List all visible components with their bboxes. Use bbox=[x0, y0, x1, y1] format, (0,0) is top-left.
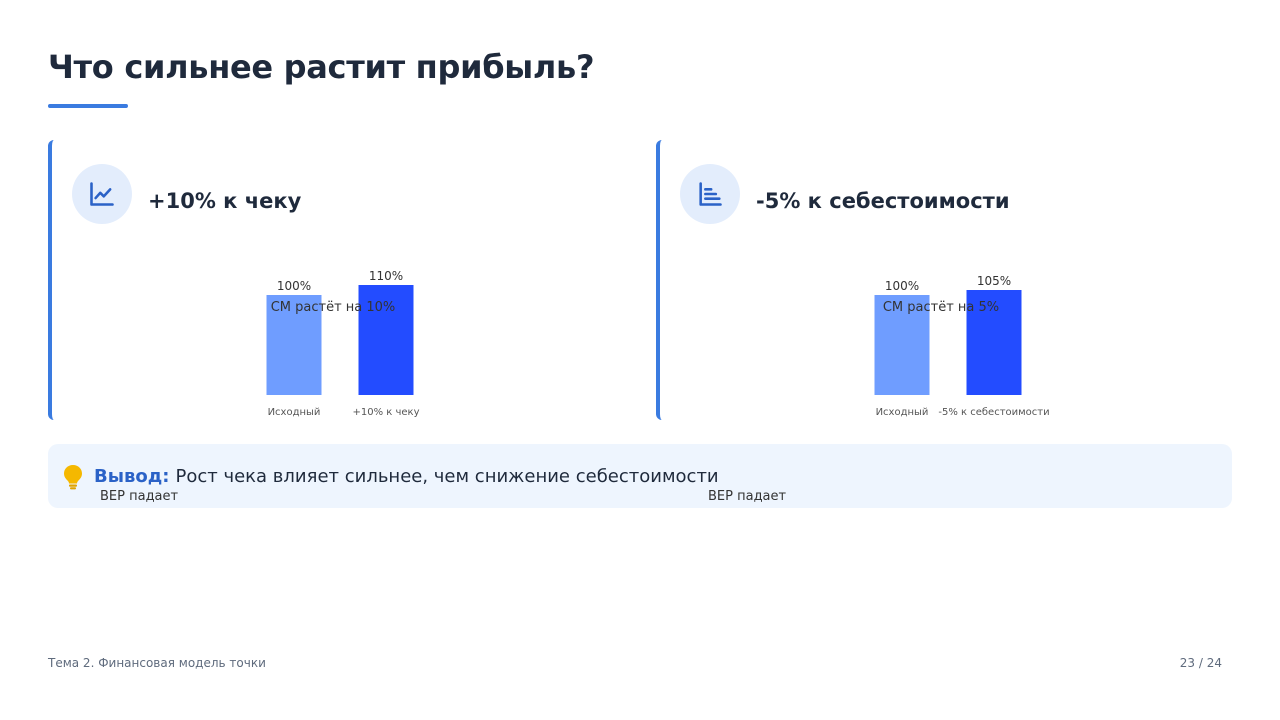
card-price-increase: +10% к чеку 100% Исходный 110% +10% к чеку bbox=[48, 140, 622, 420]
value-label: 105% bbox=[977, 274, 1011, 288]
title-underline bbox=[48, 104, 128, 108]
value-label: 100% bbox=[277, 279, 311, 293]
bar-2 bbox=[966, 290, 1022, 395]
card-title: -5% к себестоимости bbox=[756, 189, 1010, 213]
page-number: 23 / 24 bbox=[1179, 656, 1222, 670]
bep-caption: BEP падает bbox=[708, 489, 787, 504]
value-label: 110% bbox=[369, 269, 403, 283]
bep-caption: BEP падает bbox=[100, 489, 179, 504]
conclusion-banner: Вывод: Рост чека влияет сильнее, чем сниж… bbox=[48, 444, 1232, 508]
category-label: Исходный bbox=[876, 407, 929, 418]
bar-1 bbox=[874, 295, 930, 395]
slide-title: Что сильнее растит прибыль? bbox=[48, 48, 595, 86]
bar-2 bbox=[358, 285, 414, 395]
conclusion-text: Вывод: Рост чека влияет сильнее, чем сниж… bbox=[94, 466, 719, 487]
card-title: +10% к чеку bbox=[148, 189, 302, 213]
cost-reduction-bar-chart: 100% Исходный 105% -5% к себестоимости bbox=[874, 274, 1050, 418]
bar-list-icon bbox=[680, 164, 740, 224]
category-label: -5% к себестоимости bbox=[938, 407, 1049, 418]
category-label: Исходный bbox=[268, 407, 321, 418]
price-increase-bar-chart: 100% Исходный 110% +10% к чеку bbox=[266, 269, 420, 418]
lightbulb-icon bbox=[62, 464, 84, 495]
footer-topic: Тема 2. Финансовая модель точки bbox=[48, 656, 266, 670]
cm-caption: CM растёт на 5% bbox=[882, 300, 1000, 315]
card-cost-reduction: -5% к себестоимости 100% Исходный 105% -5% … bbox=[656, 140, 1230, 420]
line-chart-icon bbox=[72, 164, 132, 224]
conclusion-label: Вывод: bbox=[94, 466, 170, 487]
conclusion-body: Рост чека влияет сильнее, чем снижение с… bbox=[175, 466, 719, 487]
category-label: +10% к чеку bbox=[352, 407, 419, 418]
value-label: 100% bbox=[885, 279, 919, 293]
cm-caption: CM растёт на 10% bbox=[270, 300, 396, 315]
bar-1 bbox=[266, 295, 322, 395]
